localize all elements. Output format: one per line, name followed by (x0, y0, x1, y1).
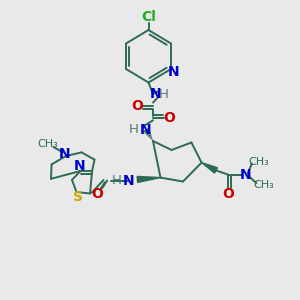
Text: N: N (140, 123, 152, 136)
Text: N: N (240, 168, 251, 182)
Text: H: H (129, 123, 139, 136)
Text: O: O (131, 99, 143, 112)
Text: N: N (168, 65, 180, 79)
Text: S: S (73, 190, 83, 204)
Polygon shape (137, 176, 160, 182)
Text: O: O (222, 187, 234, 201)
Text: CH₃: CH₃ (248, 157, 269, 167)
Text: N: N (150, 88, 161, 101)
Text: N: N (122, 174, 134, 188)
Text: Cl: Cl (141, 10, 156, 24)
Text: H: H (159, 88, 169, 101)
Text: CH₃: CH₃ (253, 180, 274, 190)
Text: N: N (59, 147, 70, 160)
Text: N: N (74, 159, 85, 173)
Text: CH₃: CH₃ (38, 139, 58, 149)
Polygon shape (202, 163, 218, 173)
Text: O: O (91, 187, 103, 201)
Text: H: H (112, 174, 121, 187)
Text: O: O (163, 111, 175, 125)
